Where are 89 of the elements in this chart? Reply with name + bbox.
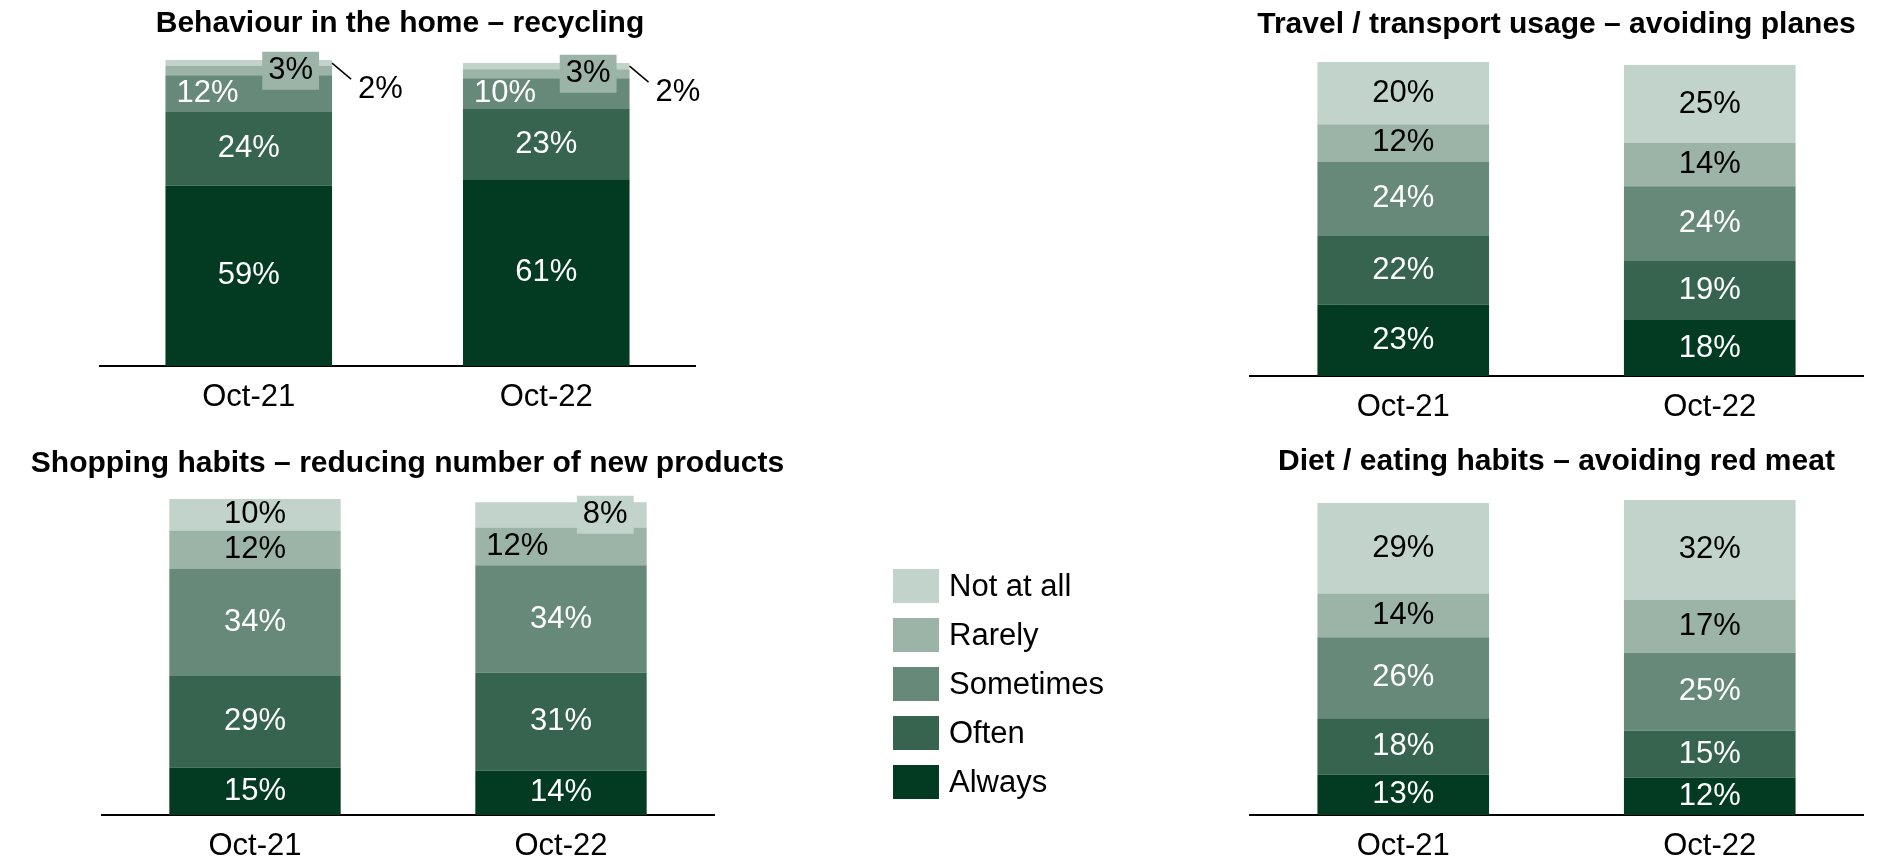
- bar: [462, 108, 630, 180]
- data-label: 18%: [1372, 726, 1435, 762]
- bar: [169, 530, 341, 569]
- bar: [1317, 161, 1490, 237]
- data-label: 2%: [358, 69, 403, 105]
- data-label: 29%: [1372, 528, 1435, 564]
- bar: [475, 672, 647, 771]
- bar: [1317, 304, 1490, 376]
- data-label: 13%: [1372, 775, 1435, 811]
- bar: [1623, 260, 1796, 321]
- data-label: 12%: [486, 526, 549, 562]
- data-label: 10%: [223, 495, 287, 531]
- chart-title: Travel / transport usage – avoiding planes: [1256, 5, 1857, 41]
- bar: [169, 499, 341, 531]
- data-label: 2%: [655, 72, 701, 108]
- bar: [1317, 593, 1490, 638]
- x-tick-label: Oct-22: [1663, 388, 1757, 424]
- bar: [1623, 777, 1796, 815]
- bar: [1317, 718, 1490, 775]
- data-label: 61%: [515, 253, 578, 289]
- legend-label: Not at all: [949, 568, 1072, 603]
- bar: [165, 112, 333, 186]
- data-label: 34%: [223, 602, 287, 638]
- bar: [475, 770, 647, 815]
- data-label: 24%: [1372, 179, 1435, 215]
- data-label: 32%: [1678, 530, 1741, 566]
- bar: [169, 675, 341, 768]
- bar: [1623, 599, 1796, 653]
- data-label: 20%: [1372, 73, 1435, 109]
- data-label: 3%: [565, 54, 611, 90]
- bar: [1623, 500, 1796, 600]
- bar: [1317, 774, 1490, 815]
- x-tick-label: Oct-21: [208, 827, 302, 861]
- data-label: 12%: [1678, 776, 1741, 812]
- x-tick-label: Oct-22: [499, 378, 593, 414]
- data-label: 14%: [1372, 595, 1435, 631]
- bar: [1623, 652, 1796, 731]
- chart-title: Shopping habits – reducing number of new products: [29, 444, 786, 480]
- legend-label: Sometimes: [949, 666, 1105, 701]
- bar: [475, 565, 647, 673]
- bar: [1623, 65, 1796, 143]
- data-label: 14%: [1678, 145, 1741, 181]
- data-label: 31%: [529, 702, 593, 738]
- bar: [1317, 62, 1490, 125]
- bar: [169, 568, 341, 676]
- x-tick-label: Oct-21: [1356, 827, 1450, 861]
- bar: [1317, 503, 1490, 594]
- x-tick-label: Oct-22: [514, 827, 608, 861]
- bar: [462, 179, 630, 366]
- data-label: 12%: [223, 530, 287, 566]
- data-label: 25%: [1678, 672, 1741, 708]
- data-label: 23%: [515, 124, 578, 160]
- x-tick-label: Oct-21: [202, 378, 296, 414]
- data-label: 22%: [1372, 250, 1435, 286]
- chart-title: Diet / eating habits – avoiding red meat: [1277, 442, 1836, 478]
- legend-label: Often: [949, 715, 1025, 750]
- data-label: 24%: [1678, 204, 1741, 240]
- data-label: 17%: [1678, 606, 1741, 642]
- legend-label: Rarely: [949, 617, 1039, 652]
- data-label: 26%: [1372, 658, 1435, 694]
- bar: [1317, 637, 1490, 719]
- data-label: 8%: [582, 495, 628, 531]
- bar: [165, 185, 333, 366]
- bar: [1623, 142, 1796, 187]
- data-label: 24%: [217, 129, 280, 165]
- bar: [1317, 124, 1490, 162]
- bar: [1623, 186, 1796, 261]
- legend-label: Always: [949, 764, 1048, 799]
- data-label: 12%: [176, 74, 239, 110]
- data-label: 15%: [1678, 734, 1741, 770]
- bar: [1623, 730, 1796, 778]
- data-label: 34%: [529, 599, 593, 635]
- data-label: 29%: [223, 702, 287, 738]
- data-label: 25%: [1678, 84, 1741, 120]
- data-label: 23%: [1372, 320, 1435, 356]
- x-tick-label: Oct-22: [1663, 827, 1757, 861]
- data-label: 19%: [1678, 271, 1741, 307]
- data-label: 59%: [217, 256, 280, 292]
- data-label: 18%: [1678, 328, 1741, 364]
- chart-title: Behaviour in the home – recycling: [154, 4, 646, 40]
- bar: [1317, 236, 1490, 305]
- data-label: 3%: [268, 51, 314, 87]
- data-label: 10%: [473, 74, 536, 110]
- data-label: 12%: [1372, 123, 1435, 159]
- data-label: 14%: [529, 773, 593, 809]
- bar: [169, 767, 341, 815]
- x-tick-label: Oct-21: [1356, 388, 1450, 424]
- data-label: 15%: [223, 771, 287, 807]
- bar: [1623, 320, 1796, 376]
